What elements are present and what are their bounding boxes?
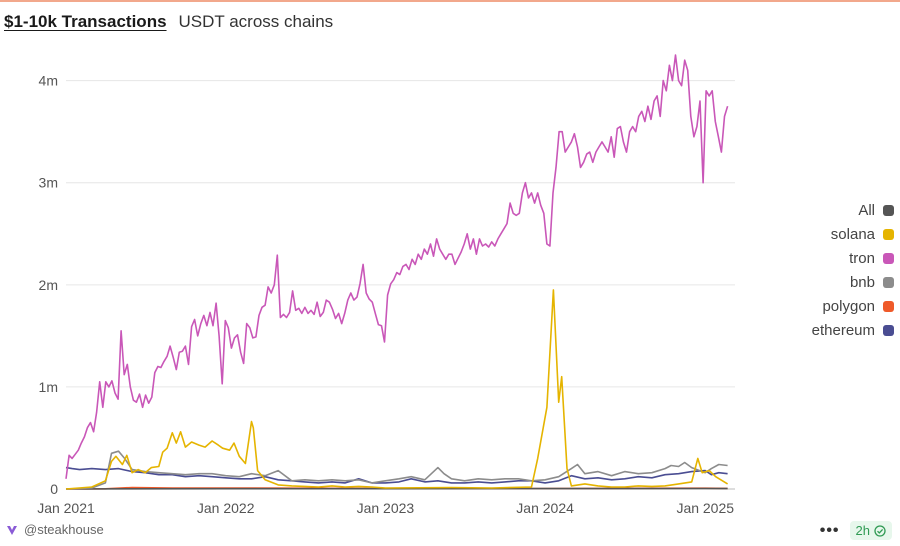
steakhouse-logo-icon [7,525,17,535]
y-tick-label: 3m [39,175,58,191]
x-tick-label: Jan 2021 [37,500,95,516]
legend-swatch [883,228,894,240]
chart-title[interactable]: $1-10k Transactions [4,12,167,31]
legend-swatch [883,204,894,216]
legend-label: ethereum [811,321,875,339]
series-line-tron [65,54,729,479]
y-tick-label: 2m [39,277,58,293]
footer-actions: ••• 2h [820,521,892,540]
legend-item-all[interactable]: All [858,200,894,220]
legend-swatch [883,300,894,312]
x-tick-label: Jan 2025 [676,500,734,516]
y-tick-label: 4m [39,73,58,89]
x-tick-label: Jan 2024 [516,500,574,516]
x-tick-label: Jan 2022 [197,500,255,516]
chart-subtitle: USDT across chains [178,12,334,31]
legend-item-bnb[interactable]: bnb [850,272,894,292]
legend-label: polygon [822,297,875,315]
y-tick-label: 0 [50,481,58,497]
legend-item-ethereum[interactable]: ethereum [812,320,894,340]
legend-swatch [883,252,894,264]
line-chart: 0 1m 2m 3m 4m Jan 2021 Jan 2022 Jan 2023 Jan 202… [37,54,735,516]
legend-label: All [858,201,875,219]
more-options-icon[interactable]: ••• [819,521,840,539]
refresh-badge[interactable]: 2h [849,521,892,540]
refresh-interval: 2h [855,523,870,538]
series-line-ethereum [65,466,728,484]
y-tick-label: 1m [39,379,58,395]
top-accent-line [0,0,900,2]
legend-item-solana[interactable]: solana [831,224,894,244]
legend-swatch [883,276,894,288]
chart-legend: All solana tron bnb polygon ethereum [812,200,894,340]
x-tick-label: Jan 2023 [357,500,415,516]
legend-swatch [883,324,894,336]
legend-item-tron[interactable]: tron [849,248,894,268]
chart-header: $1-10k Transactions USDT across chains [4,12,333,32]
legend-label: solana [830,225,875,243]
footer-bar: @steakhouse ••• 2h [0,518,900,546]
series-line-bnb [65,450,728,490]
legend-item-polygon[interactable]: polygon [822,296,894,316]
legend-label: tron [849,249,875,267]
author-credit[interactable]: @steakhouse [6,522,104,537]
series-line-solana [65,289,729,490]
author-name: @steakhouse [24,522,104,537]
legend-label: bnb [849,273,875,291]
check-circle-icon [874,524,886,537]
